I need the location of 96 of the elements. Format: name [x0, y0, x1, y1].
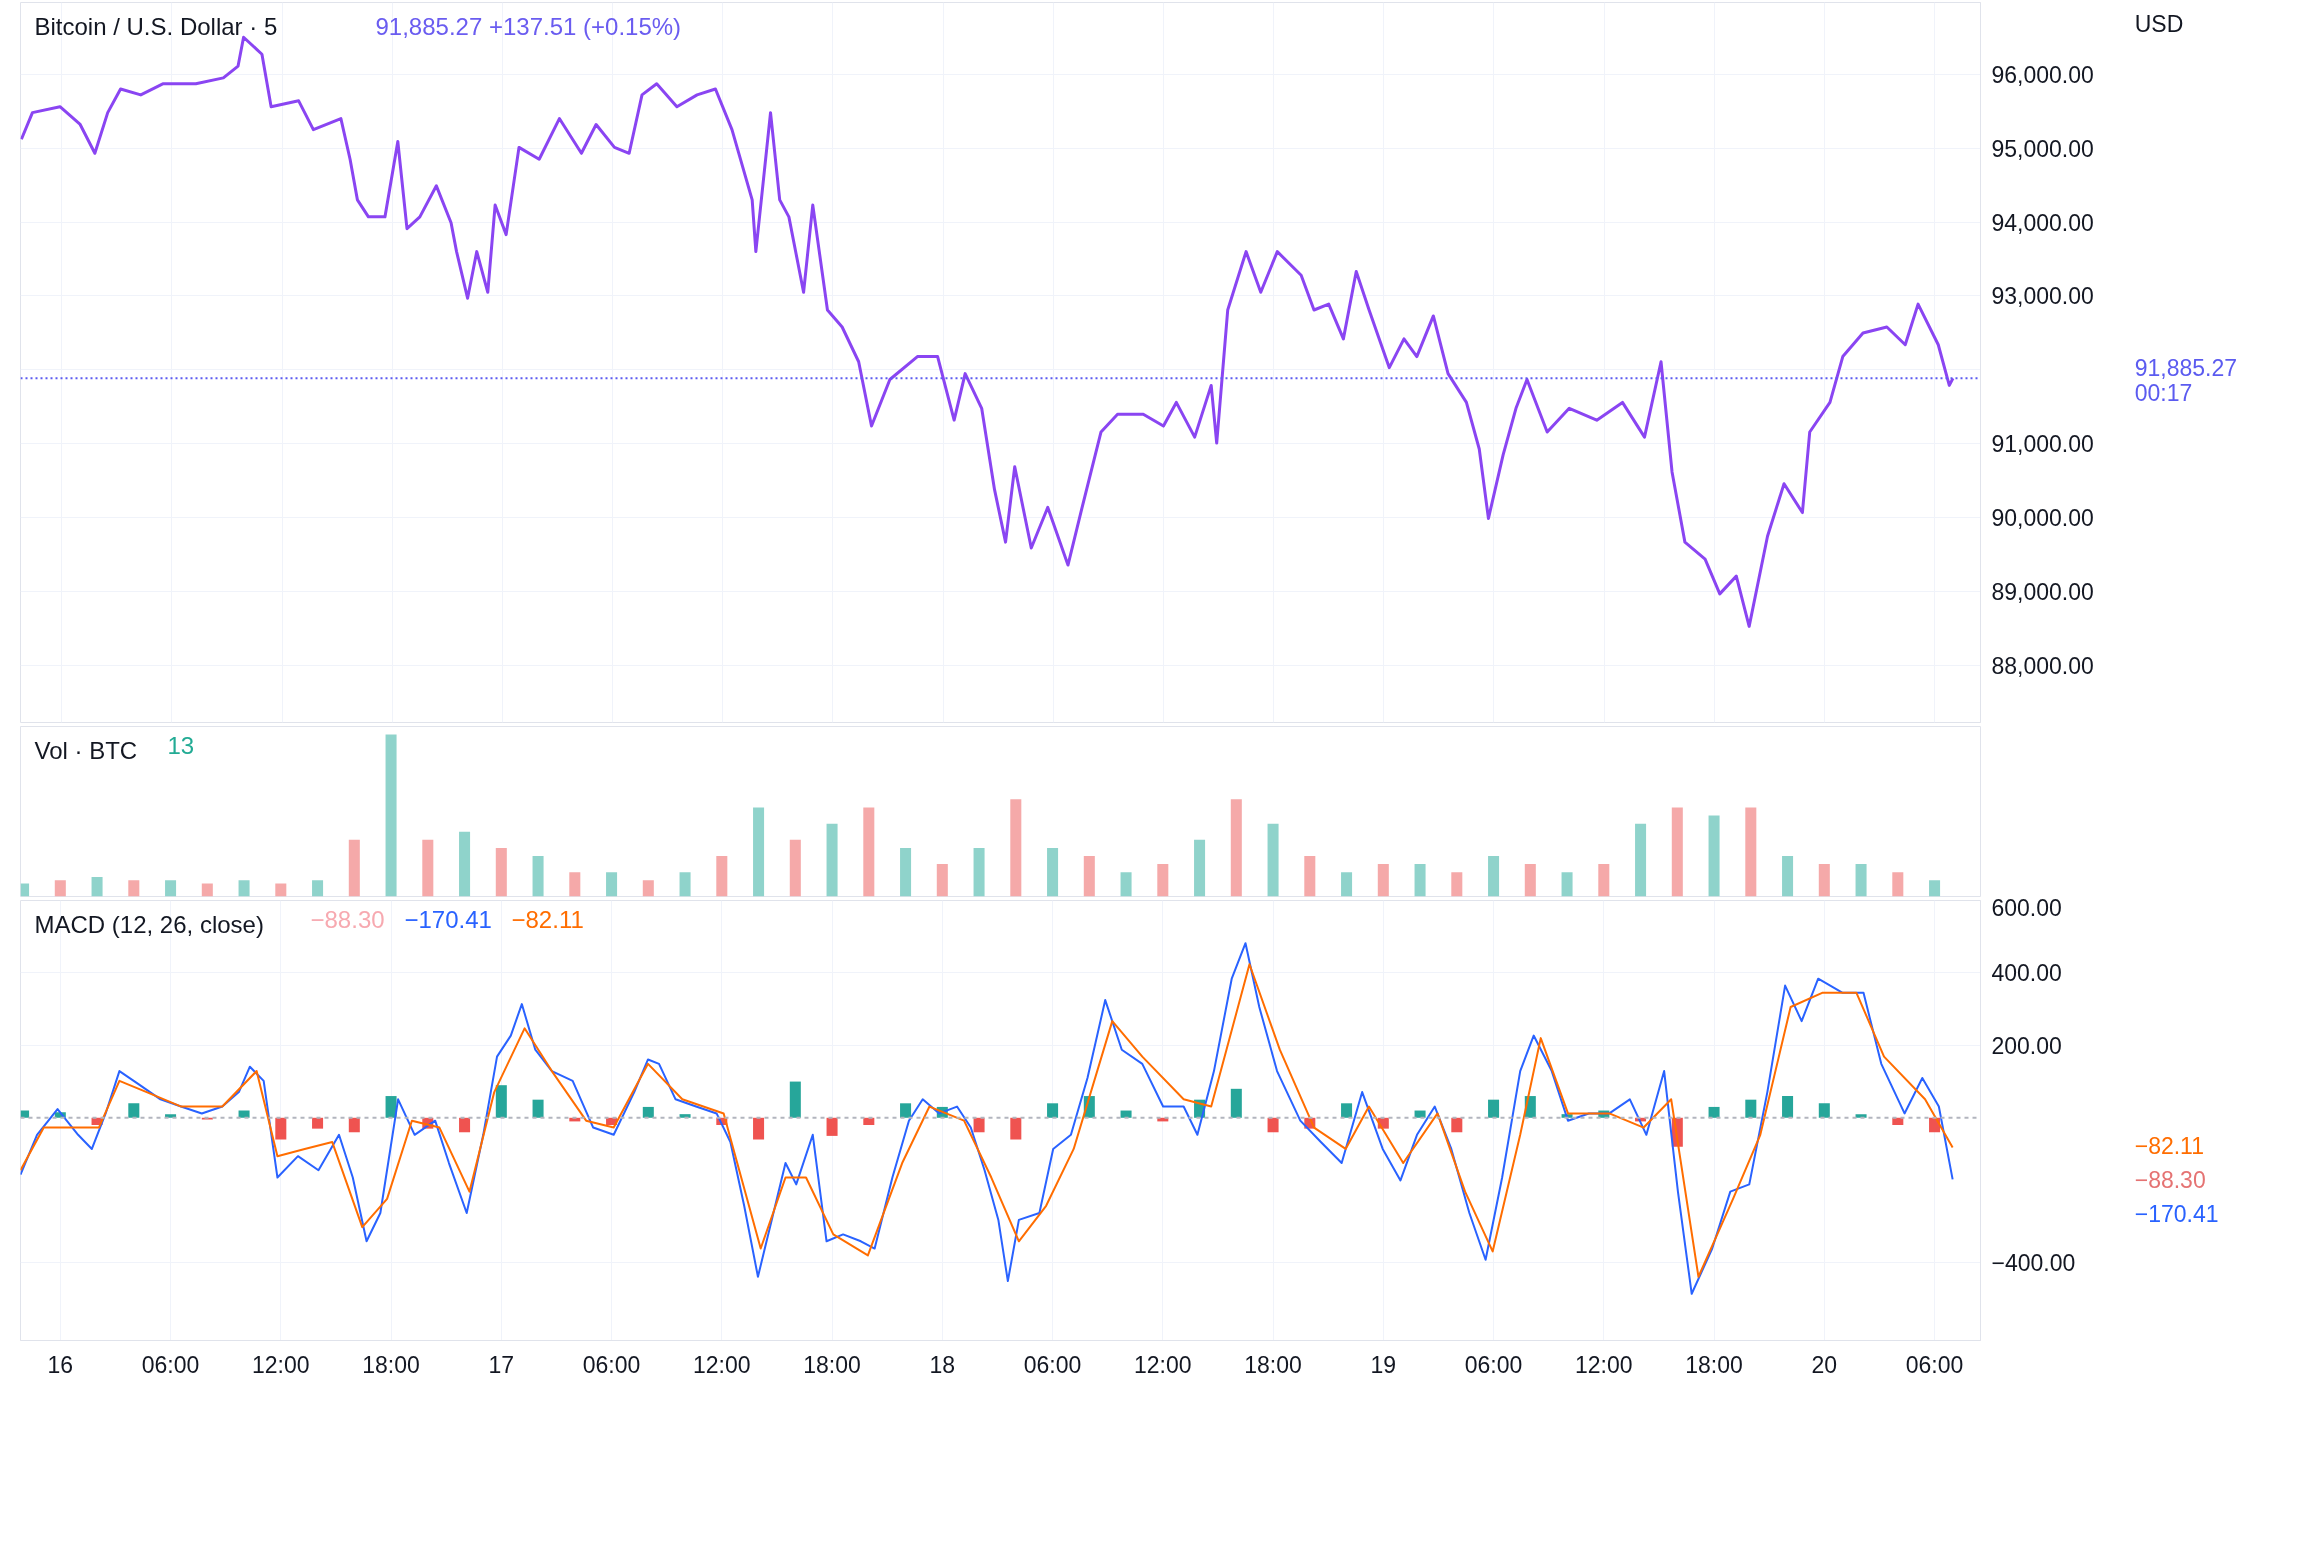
bar — [642, 880, 654, 897]
chart-title: Vol · BTC — [34, 736, 138, 764]
bar — [679, 872, 691, 897]
text: −88.30 — [2134, 1167, 2206, 1194]
y-tick-label: 93,000.00 — [1991, 283, 2094, 310]
bar — [348, 839, 360, 897]
bar — [1929, 880, 1941, 897]
ref-line-label: 91,885.27 — [2134, 355, 2238, 382]
bar — [532, 856, 544, 897]
bar — [1194, 839, 1206, 897]
bar — [201, 883, 213, 897]
bar — [1671, 807, 1683, 897]
y-tick-label: 600.00 — [1991, 894, 2062, 921]
bar — [165, 880, 177, 897]
bar — [385, 734, 397, 897]
bar — [863, 807, 875, 897]
y-tick-label: 95,000.00 — [1991, 135, 2094, 162]
y-tick-label: −400.00 — [1991, 1250, 2076, 1277]
bar — [1010, 799, 1022, 897]
x-tick-label: 06:00 — [1464, 1351, 1523, 1378]
bar — [606, 872, 618, 897]
bar — [1561, 872, 1573, 897]
bar — [312, 880, 324, 897]
bar — [1377, 864, 1389, 897]
bar — [936, 864, 948, 897]
y-tick-label: 200.00 — [1991, 1032, 2062, 1059]
y-tick-label: 90,000.00 — [1991, 505, 2094, 532]
x-tick-label: 06:00 — [141, 1351, 200, 1378]
bar — [1598, 864, 1610, 897]
x-tick-label: 18:00 — [1244, 1351, 1302, 1378]
x-tick-label: 12:00 — [1575, 1351, 1633, 1378]
text: −82.11 — [2134, 1133, 2204, 1160]
bar — [1047, 847, 1059, 897]
y-tick-label: 400.00 — [1991, 960, 2062, 987]
chart-title: MACD (12, 26, close) — [34, 910, 264, 938]
y-axis-title: USD — [2134, 10, 2184, 37]
bar — [900, 847, 912, 897]
bar — [826, 823, 838, 897]
bar — [1745, 807, 1757, 897]
y-tick-label: 94,000.00 — [1991, 209, 2094, 236]
bar — [1341, 872, 1353, 897]
x-tick-label: 12:00 — [252, 1351, 310, 1378]
bar — [1782, 856, 1794, 897]
bar — [54, 880, 66, 897]
bar — [716, 856, 728, 897]
bar — [753, 807, 765, 897]
y-tick-label: 91,000.00 — [1991, 431, 2094, 458]
bar — [1451, 872, 1463, 897]
annotation: −82.11 — [511, 905, 584, 933]
y-tick-label: 89,000.00 — [1991, 579, 2094, 606]
text: −170.41 — [2134, 1201, 2219, 1228]
bar — [1157, 864, 1169, 897]
bar — [1524, 864, 1536, 897]
x-tick-label: 18:00 — [362, 1351, 420, 1378]
bar — [128, 880, 140, 897]
x-tick-label: 17 — [488, 1351, 515, 1378]
bar — [422, 839, 434, 897]
bar — [1304, 856, 1316, 897]
x-tick-label: 06:00 — [1023, 1351, 1082, 1378]
chart-title: Bitcoin / U.S. Dollar · 5 — [34, 12, 278, 40]
text: 00:17 — [2134, 380, 2193, 407]
y-tick-label: 96,000.00 — [1991, 61, 2094, 88]
bar — [459, 831, 471, 897]
x-tick-label: 18 — [929, 1351, 956, 1378]
x-tick-label: 18:00 — [803, 1351, 861, 1378]
chart-subtitle: 91,885.27 +137.51 (+0.15%) — [375, 12, 682, 40]
bar — [1635, 823, 1647, 897]
bar — [238, 880, 250, 897]
x-tick-label: 12:00 — [693, 1351, 751, 1378]
x-tick-label: 20 — [1811, 1351, 1838, 1378]
x-tick-label: 12:00 — [1134, 1351, 1192, 1378]
annotation: −170.41 — [404, 905, 492, 933]
x-tick-label: 16 — [47, 1351, 74, 1378]
bar — [91, 877, 103, 897]
bar — [1120, 872, 1132, 897]
bar — [973, 847, 985, 897]
bar — [1414, 864, 1426, 897]
bar — [1267, 823, 1279, 897]
bar — [495, 847, 507, 897]
bar — [789, 839, 801, 897]
bar — [1892, 872, 1904, 897]
x-tick-label: 19 — [1370, 1351, 1397, 1378]
annotation: −88.30 — [310, 905, 385, 933]
x-tick-label: 06:00 — [1905, 1351, 1964, 1378]
bar — [1230, 799, 1242, 897]
bar — [1708, 815, 1720, 897]
x-tick-label: 18:00 — [1685, 1351, 1743, 1378]
bar — [275, 883, 287, 897]
bar — [1818, 864, 1830, 897]
bar — [569, 872, 581, 897]
y-tick-label: 88,000.00 — [1991, 653, 2094, 680]
annotation: 13 — [167, 731, 195, 759]
bar — [1083, 856, 1095, 897]
x-tick-label: 06:00 — [582, 1351, 641, 1378]
bar — [1855, 864, 1867, 897]
bar — [1488, 856, 1500, 897]
